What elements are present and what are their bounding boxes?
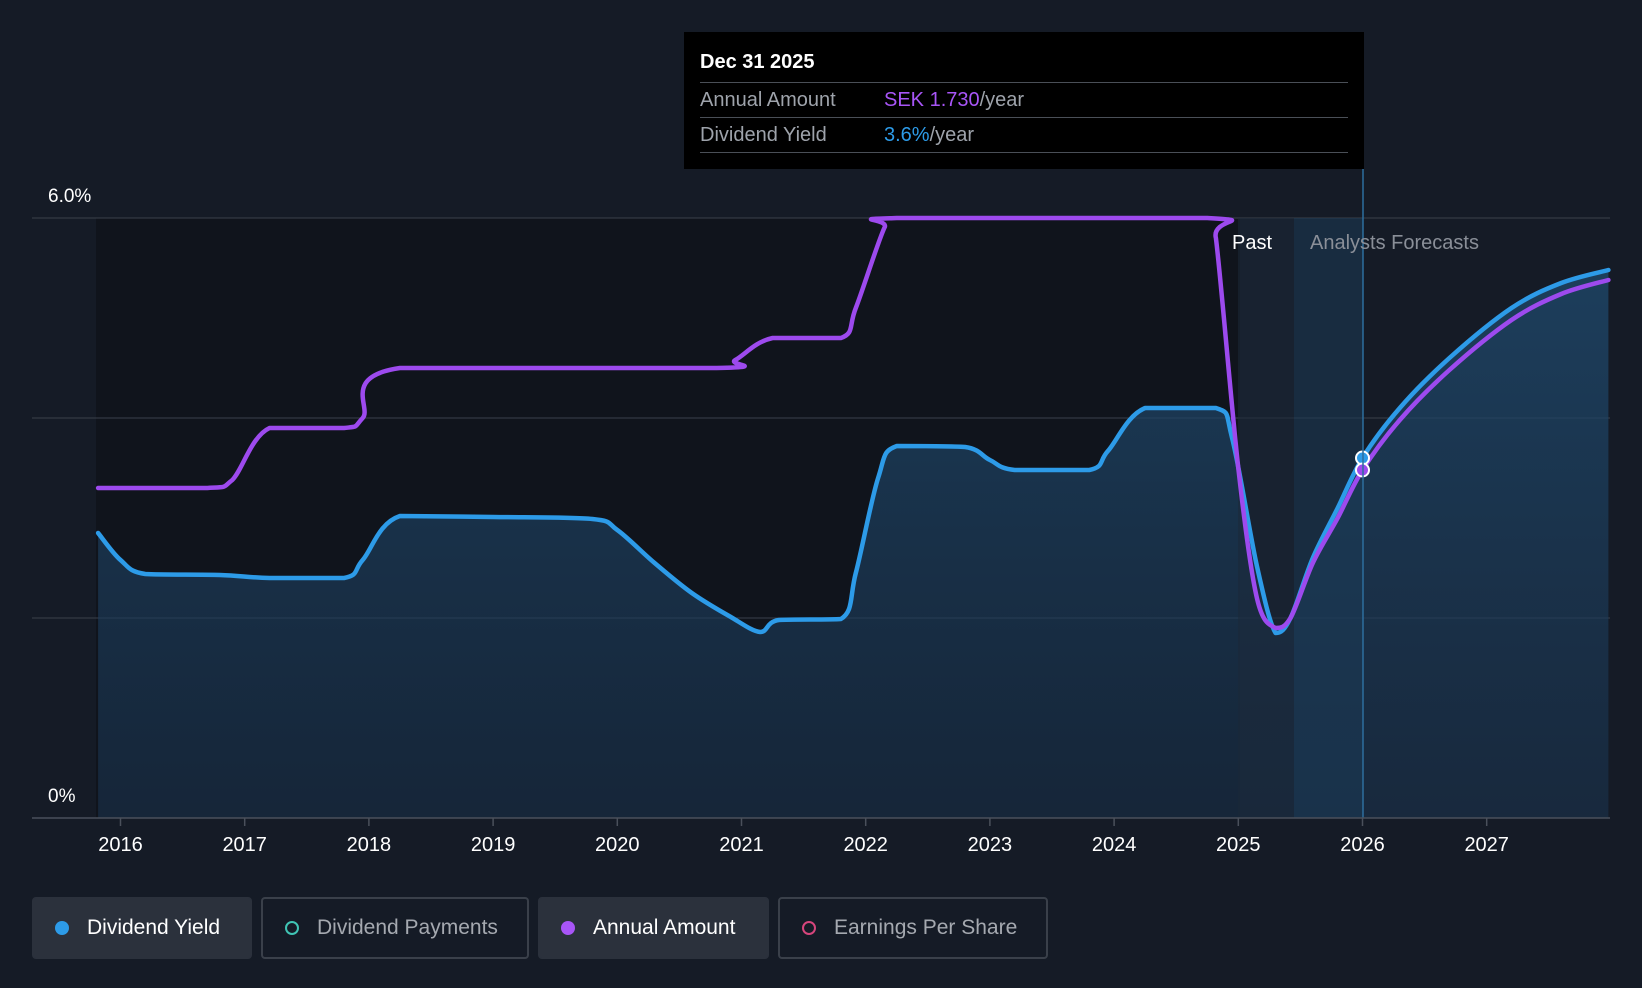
x-axis-tick-label: 2027 <box>1464 834 1509 856</box>
hollow-dot-icon <box>802 921 816 935</box>
chart-legend: Dividend Yield Dividend Payments Annual … <box>32 897 1048 959</box>
chart-tooltip: Dec 31 2025 Annual Amount SEK 1.730 /yea… <box>684 32 1364 169</box>
tooltip-value: SEK 1.730 <box>884 89 980 111</box>
x-axis-tick-label: 2026 <box>1340 834 1385 856</box>
legend-label: Dividend Yield <box>87 916 221 939</box>
legend-toggle-earnings-per-share[interactable]: Earnings Per Share <box>778 897 1048 959</box>
filled-dot-icon <box>561 921 575 935</box>
tooltip-row-annual-amount: Annual Amount SEK 1.730 /year <box>700 83 1348 118</box>
x-axis-tick-label: 2024 <box>1092 834 1137 856</box>
tooltip-label: Dividend Yield <box>700 124 827 146</box>
legend-label: Earnings Per Share <box>834 916 1018 939</box>
past-region-label: Past <box>1232 232 1272 254</box>
tooltip-date: Dec 31 2025 <box>700 46 1348 83</box>
tooltip-label: Annual Amount <box>700 89 836 111</box>
y-axis-label-top: 6.0% <box>48 186 91 207</box>
forecast-region-label: Analysts Forecasts <box>1310 232 1479 254</box>
forecast-highlight-band <box>1294 218 1363 818</box>
legend-toggle-annual-amount[interactable]: Annual Amount <box>538 897 769 959</box>
legend-label: Annual Amount <box>593 916 736 939</box>
tooltip-value: 3.6% <box>884 124 930 146</box>
x-axis-tick-label: 2017 <box>222 834 267 856</box>
dividend-yield-line[interactable] <box>95 267 1611 636</box>
x-axis-tick-label: 2016 <box>98 834 143 856</box>
legend-toggle-dividend-payments[interactable]: Dividend Payments <box>261 897 529 959</box>
y-axis-label-bottom: 0% <box>48 786 76 807</box>
x-axis-tick-label: 2022 <box>843 834 888 856</box>
x-axis-tick-label: 2018 <box>347 834 392 856</box>
x-axis-tick-label: 2025 <box>1216 834 1261 856</box>
x-axis-tick-label: 2021 <box>719 834 764 856</box>
x-axis-tick-label: 2019 <box>471 834 516 856</box>
filled-dot-icon <box>55 921 69 935</box>
x-axis-tick-label: 2020 <box>595 834 640 856</box>
tooltip-row-dividend-yield: Dividend Yield 3.6% /year <box>700 118 1348 153</box>
dividend-yield-area <box>98 270 1609 818</box>
x-axis-tick-label: 2023 <box>968 834 1013 856</box>
legend-label: Dividend Payments <box>317 916 498 939</box>
tooltip-unit: /year <box>979 89 1025 111</box>
tooltip-unit: /year <box>929 124 975 146</box>
legend-toggle-dividend-yield[interactable]: Dividend Yield <box>32 897 252 959</box>
annual-amount-line[interactable] <box>95 215 1611 631</box>
hollow-dot-icon <box>285 921 299 935</box>
